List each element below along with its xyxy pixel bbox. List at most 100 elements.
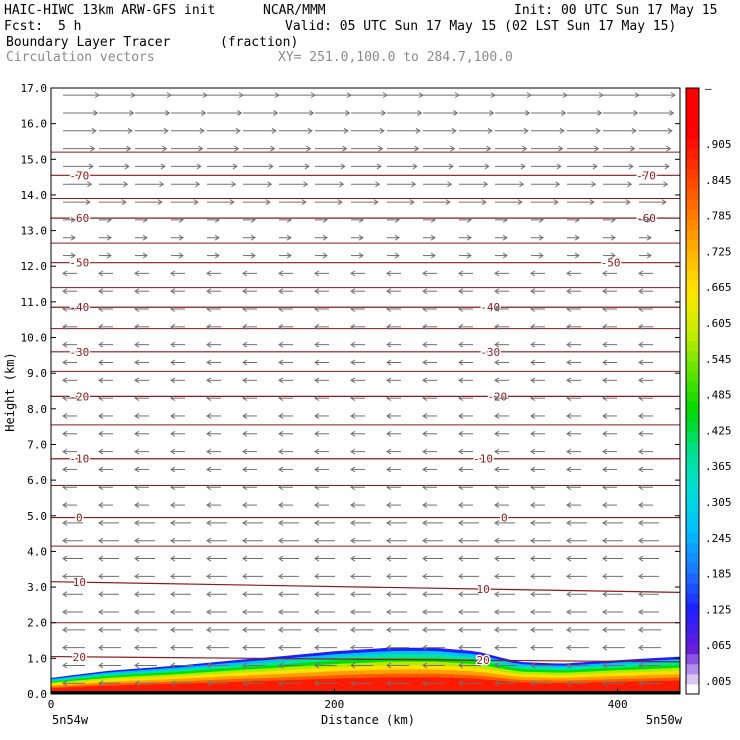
vector-arrow — [171, 110, 207, 116]
vector-arrow — [638, 413, 653, 419]
vector-arrow — [206, 537, 227, 544]
vector-arrow — [638, 573, 659, 580]
vector-arrow — [530, 395, 545, 402]
vector-arrow — [135, 110, 171, 116]
vector-arrow — [494, 466, 509, 473]
y-tick-label: 15.0 — [21, 153, 48, 166]
vector-arrow — [314, 430, 329, 437]
colorbar-cell — [686, 461, 699, 473]
colorbar-label: .425 — [705, 424, 732, 437]
vector-arrow — [242, 430, 257, 437]
colorbar-cell — [686, 552, 699, 564]
vector-arrow — [386, 573, 407, 580]
vector-arrow — [530, 502, 545, 508]
vector-arrow — [278, 591, 299, 598]
vector-arrow — [639, 216, 652, 223]
vector-arrow — [134, 323, 149, 330]
vector-arrow — [351, 163, 382, 170]
vector-arrow — [243, 234, 256, 241]
colorbar-cell — [686, 411, 699, 422]
vector-arrow — [602, 341, 617, 348]
vector-arrow — [170, 680, 193, 687]
vector-arrow — [62, 448, 77, 455]
vector-arrow — [531, 110, 567, 116]
y-tick-label: 6.0 — [27, 474, 47, 487]
colorbar-label: .905 — [705, 138, 732, 151]
vector-arrow — [278, 573, 299, 580]
vector-arrow — [458, 377, 473, 384]
colorbar-frame — [685, 87, 700, 695]
colorbar-cell — [686, 219, 699, 230]
vector-arrow — [350, 573, 371, 580]
vector-arrow — [423, 145, 456, 152]
vector-arrow — [566, 359, 581, 366]
vector-arrow — [62, 466, 77, 473]
x-axis-label: Distance (km) — [321, 713, 415, 727]
vector-arrow — [422, 448, 437, 455]
vector-arrow — [422, 680, 445, 687]
colorbar-cell — [686, 481, 699, 493]
vector-arrow — [422, 377, 437, 384]
vector-arrow — [602, 502, 617, 508]
vector-arrow — [134, 430, 149, 437]
vector-arrow — [386, 448, 401, 455]
vector-arrow — [242, 413, 257, 419]
vector-arrow — [98, 377, 113, 384]
vector-arrow — [242, 359, 257, 366]
vector-arrow — [639, 163, 670, 170]
colorbar-cell — [686, 441, 699, 453]
vector-arrow — [386, 323, 401, 330]
vector-arrow — [494, 341, 509, 348]
tracer-fill — [51, 647, 680, 694]
vector-arrow — [135, 92, 172, 99]
vector-arrow — [387, 110, 423, 116]
vector-arrow — [170, 377, 185, 384]
vector-arrow — [386, 377, 401, 384]
vector-arrow — [98, 341, 113, 348]
vector-arrow — [242, 519, 263, 526]
vector-arrow — [458, 306, 473, 312]
vector-arrow — [279, 92, 316, 99]
vector-arrow — [206, 395, 221, 402]
vector-arrow — [98, 306, 113, 312]
vector-arrow — [242, 537, 263, 544]
vector-arrow — [530, 680, 553, 687]
vector-arrow — [350, 484, 365, 491]
vector-arrow — [639, 145, 672, 152]
vector-arrow — [242, 573, 263, 580]
vector-arrow — [243, 252, 256, 259]
colorbar-cell — [686, 279, 699, 291]
vector-arrow — [98, 644, 121, 651]
vector-arrow — [386, 644, 409, 651]
colorbar-cell — [686, 421, 699, 432]
vector-arrow — [638, 591, 659, 598]
isotherm-label: -20 — [69, 390, 89, 403]
vector-arrow — [494, 377, 509, 384]
organization-label: NCAR/MMM — [263, 3, 326, 18]
vector-arrow — [134, 609, 155, 615]
vector-arrow — [423, 216, 436, 223]
colorbar-cell — [686, 330, 699, 342]
vector-arrow — [206, 519, 227, 526]
vector-arrow — [639, 199, 667, 205]
vector-arrow — [603, 216, 616, 223]
cross-section-endpoints: XY= 251.0,100.0 to 284.7,100.0 — [278, 50, 513, 65]
vector-arrow — [170, 270, 185, 277]
vector-arrow — [566, 609, 587, 615]
vector-arrow — [62, 519, 83, 526]
vector-arrow — [494, 555, 515, 562]
vector-arrow — [531, 92, 568, 99]
vector-arrow — [566, 413, 581, 419]
vector-arrow — [206, 484, 221, 491]
isotherm-label: -30 — [69, 346, 89, 359]
vector-arrow — [242, 484, 257, 491]
tracer-band-8 — [51, 677, 680, 694]
vector-arrow — [459, 216, 472, 223]
vector-arrow — [134, 537, 155, 544]
vector-arrow — [602, 573, 623, 580]
vector-arrow — [458, 519, 479, 526]
vector-arrow — [135, 163, 166, 170]
vector-arrow — [350, 502, 365, 508]
vector-arrow — [530, 644, 553, 651]
vector-arrow — [62, 662, 85, 669]
